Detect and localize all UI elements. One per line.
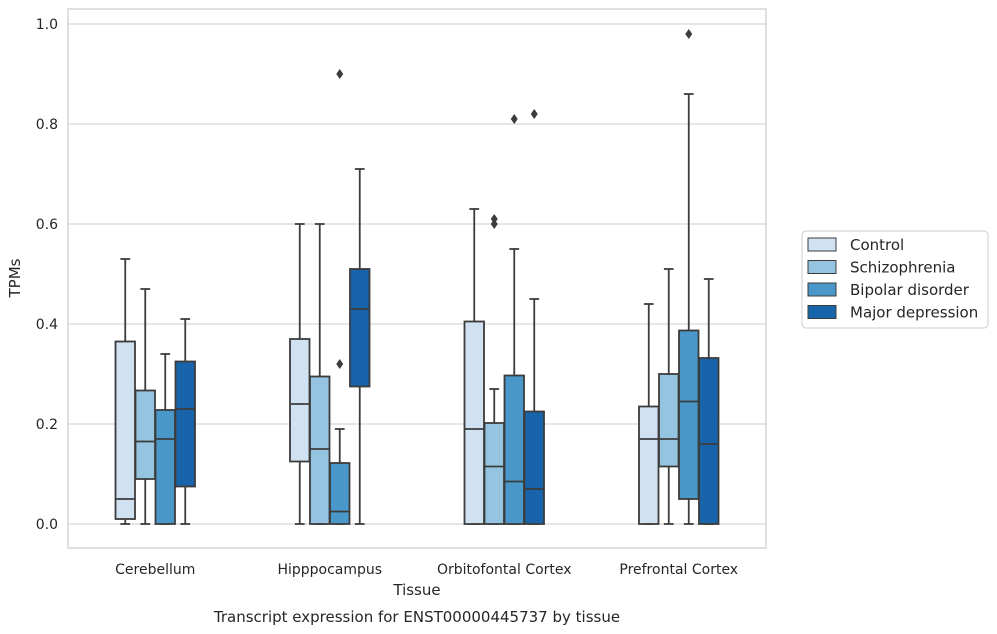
legend-label: Schizophrenia xyxy=(850,259,955,277)
box-orbitofontal-cortex-bipolar-disorder xyxy=(503,114,525,525)
legend-frame xyxy=(801,230,989,329)
outlier-point xyxy=(336,69,344,79)
box-iqr xyxy=(698,357,720,525)
box-iqr xyxy=(463,320,485,525)
outlier-point xyxy=(685,29,693,39)
box-orbitofontal-cortex-major-depression xyxy=(523,109,545,525)
box-orbitofontal-cortex-schizophrenia xyxy=(483,214,505,525)
y-tick-label: 0.4 xyxy=(36,317,58,333)
x-tick-label: Cerebellum xyxy=(115,562,195,578)
plot-frame xyxy=(67,8,767,549)
legend-swatch xyxy=(807,282,837,297)
box-cerebellum-bipolar-disorder xyxy=(154,353,176,525)
box-iqr xyxy=(678,329,700,500)
box-iqr xyxy=(114,340,136,520)
box-iqr xyxy=(309,375,331,525)
box-cerebellum-control xyxy=(114,258,136,525)
x-tick-label: Prefrontal Cortex xyxy=(619,562,738,578)
legend-label: Major depression xyxy=(850,304,978,322)
y-tick-label: 0.0 xyxy=(36,517,58,533)
chart-title: Transcript expression for ENST0000044573… xyxy=(213,608,620,626)
legend: Control Schizophrenia Bipolar disorder Majo… xyxy=(801,230,989,329)
box-hipppocampus-bipolar-disorder xyxy=(329,69,351,525)
legend-swatch xyxy=(807,237,837,252)
legend-swatch xyxy=(807,305,837,319)
box-cerebellum-major-depression xyxy=(174,318,196,525)
box-iqr xyxy=(329,462,351,525)
box-iqr xyxy=(154,409,176,525)
box-prefrontal-cortex-schizophrenia xyxy=(658,268,680,525)
legend-swatch xyxy=(807,260,837,274)
y-tick-label: 0.8 xyxy=(36,117,58,133)
box-iqr xyxy=(174,360,196,488)
outlier-point xyxy=(490,214,498,224)
legend-label: Bipolar disorder xyxy=(850,281,970,299)
box-hipppocampus-control xyxy=(289,223,311,525)
box-iqr xyxy=(134,389,156,480)
box-iqr xyxy=(349,268,371,388)
box-hipppocampus-schizophrenia xyxy=(309,223,331,525)
x-tick-labels: Cerebellum Hipppocampus Orbitofontal Corte… xyxy=(115,562,738,578)
legend-label: Control xyxy=(850,236,904,254)
legend-items: Control Schizophrenia Bipolar disorder Majo… xyxy=(807,236,978,322)
x-tick-label: Orbitofontal Cortex xyxy=(437,562,572,578)
outlier-point xyxy=(530,109,538,119)
box-iqr xyxy=(658,373,680,468)
box-iqr xyxy=(483,422,505,525)
box-iqr xyxy=(289,338,311,463)
outlier-point xyxy=(510,114,518,124)
box-groups xyxy=(114,29,720,525)
y-tick-label: 0.6 xyxy=(36,217,58,233)
outlier-point xyxy=(336,359,344,369)
x-axis-label: Tissue xyxy=(392,581,440,599)
box-iqr xyxy=(523,410,545,525)
y-tick-labels: 0.0 0.2 0.4 0.6 0.8 1.0 xyxy=(36,17,58,533)
box-prefrontal-cortex-major-depression xyxy=(698,278,720,525)
box-orbitofontal-cortex-control xyxy=(463,208,485,525)
x-tick-label: Hipppocampus xyxy=(277,562,382,578)
y-axis-label: TPMs xyxy=(6,258,24,298)
box-prefrontal-cortex-control xyxy=(638,303,660,525)
box-iqr xyxy=(638,405,660,525)
box-iqr xyxy=(503,374,525,525)
y-tick-label: 0.2 xyxy=(36,417,58,433)
box-prefrontal-cortex-bipolar-disorder xyxy=(678,29,700,525)
box-hipppocampus-major-depression xyxy=(349,168,371,525)
y-tick-label: 1.0 xyxy=(36,17,58,33)
